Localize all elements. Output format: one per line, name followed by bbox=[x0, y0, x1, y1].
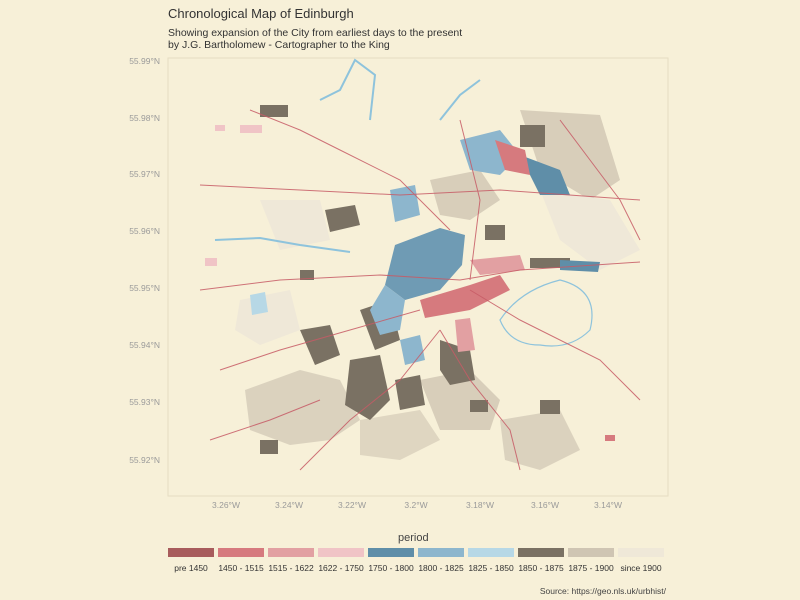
lat-tick: 55.95°N bbox=[129, 283, 160, 293]
legend-swatch bbox=[268, 548, 314, 557]
legend-item: 1622 - 1750 bbox=[316, 548, 366, 573]
area-1750-1825 bbox=[250, 130, 600, 365]
legend-swatch bbox=[618, 548, 664, 557]
legend-label: 1850 - 1875 bbox=[518, 563, 564, 573]
road-network bbox=[199, 109, 641, 471]
lat-axis: 55.99°N 55.98°N 55.97°N 55.96°N 55.95°N … bbox=[129, 56, 160, 465]
legend-swatch bbox=[368, 548, 414, 557]
legend-swatch bbox=[568, 548, 614, 557]
area-later-periods bbox=[235, 110, 640, 470]
lon-tick: 3.24°W bbox=[275, 500, 303, 510]
source-caption: Source: https://geo.nls.uk/urbhist/ bbox=[539, 586, 666, 596]
legend-item: 1750 - 1800 bbox=[366, 548, 416, 573]
legend-item: since 1900 bbox=[616, 548, 666, 573]
lat-tick: 55.93°N bbox=[129, 397, 160, 407]
legend-swatch bbox=[218, 548, 264, 557]
area-1850-1875 bbox=[260, 105, 570, 454]
legend-swatch bbox=[318, 548, 364, 557]
period-legend: pre 1450 1450 - 1515 1515 - 1622 1622 - … bbox=[166, 548, 672, 578]
legend-label: 1825 - 1850 bbox=[468, 563, 514, 573]
subtitle-line-1: Showing expansion of the City from earli… bbox=[168, 27, 463, 39]
legend-item: 1450 - 1515 bbox=[216, 548, 266, 573]
map-panel bbox=[167, 57, 669, 497]
lon-tick: 3.26°W bbox=[212, 500, 240, 510]
lon-axis: 3.26°W 3.24°W 3.22°W 3.2°W 3.18°W 3.16°W… bbox=[212, 500, 622, 510]
legend-label: 1750 - 1800 bbox=[368, 563, 414, 573]
legend-swatch bbox=[418, 548, 464, 557]
legend-item: 1850 - 1875 bbox=[516, 548, 566, 573]
lon-tick: 3.14°W bbox=[594, 500, 622, 510]
lat-tick: 55.98°N bbox=[129, 113, 160, 123]
lon-tick: 3.22°W bbox=[338, 500, 366, 510]
map-subtitle: Showing expansion of the City from earli… bbox=[168, 27, 462, 51]
lat-tick: 55.99°N bbox=[129, 56, 160, 66]
legend-swatch bbox=[518, 548, 564, 557]
legend-label: 1450 - 1515 bbox=[218, 563, 264, 573]
lat-tick: 55.96°N bbox=[129, 226, 160, 236]
lon-tick: 3.16°W bbox=[531, 500, 559, 510]
legend-item: pre 1450 bbox=[166, 548, 216, 573]
area-old-town bbox=[205, 125, 615, 441]
legend-item: 1825 - 1850 bbox=[466, 548, 516, 573]
legend-label: 1800 - 1825 bbox=[418, 563, 464, 573]
legend-item: 1800 - 1825 bbox=[416, 548, 466, 573]
lat-tick: 55.97°N bbox=[129, 169, 160, 179]
legend-label: pre 1450 bbox=[174, 563, 208, 573]
lat-tick: 55.92°N bbox=[129, 455, 160, 465]
legend-label: since 1900 bbox=[620, 563, 662, 573]
legend-item: 1515 - 1622 bbox=[266, 548, 316, 573]
subtitle-line-2: by J.G. Bartholomew - Cartographer to th… bbox=[168, 39, 390, 51]
legend-swatch bbox=[168, 548, 214, 557]
map-title: Chronological Map of Edinburgh bbox=[168, 6, 354, 21]
legend-swatch bbox=[468, 548, 514, 557]
legend-item: 1875 - 1900 bbox=[566, 548, 616, 573]
lon-tick: 3.2°W bbox=[404, 500, 427, 510]
edinburgh-map: 55.99°N 55.98°N 55.97°N 55.96°N 55.95°N … bbox=[129, 56, 669, 510]
legend-label: 1875 - 1900 bbox=[568, 563, 614, 573]
legend-title: period bbox=[398, 532, 429, 544]
water-features bbox=[214, 58, 593, 347]
lon-tick: 3.18°W bbox=[466, 500, 494, 510]
legend-label: 1622 - 1750 bbox=[318, 563, 364, 573]
legend-label: 1515 - 1622 bbox=[268, 563, 314, 573]
lat-tick: 55.94°N bbox=[129, 340, 160, 350]
